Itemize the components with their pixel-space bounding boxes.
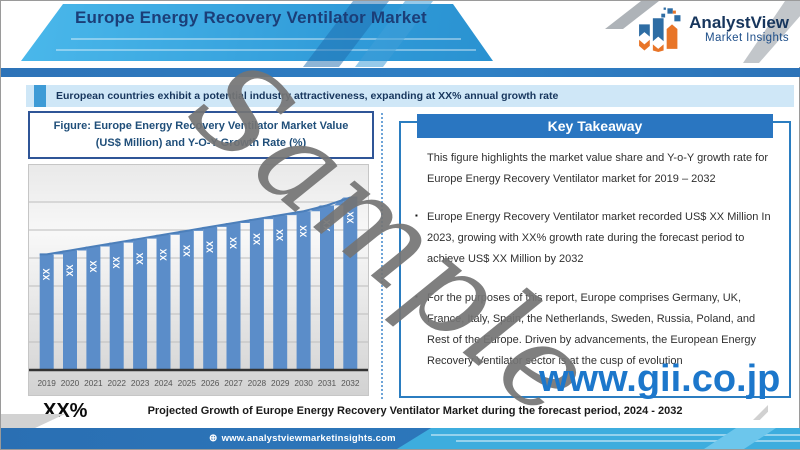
svg-text:XX: XX	[182, 245, 192, 257]
globe-icon: ⊕	[209, 433, 218, 444]
svg-text:2019: 2019	[37, 378, 56, 388]
panel-divider	[381, 113, 383, 399]
figure-title: Figure: Europe Energy Recovery Ventilato…	[53, 119, 349, 149]
svg-text:XX: XX	[345, 212, 355, 224]
key-takeaway-text: Europe Energy Recovery Ventilator market…	[427, 211, 771, 266]
headline-banner: European countries exhibit a potential i…	[26, 85, 794, 107]
header-streak	[56, 49, 476, 51]
headline-text: European countries exhibit a potential i…	[56, 90, 559, 102]
svg-text:2022: 2022	[108, 378, 127, 388]
gii-watermark[interactable]: www.gii.co.jp	[539, 358, 781, 400]
banner-accent-square	[34, 85, 46, 107]
key-takeaway-text: This figure highlights the market value …	[427, 152, 768, 186]
svg-text:XX: XX	[42, 268, 52, 280]
svg-text:2032: 2032	[341, 378, 360, 388]
header-divider	[1, 68, 800, 77]
svg-text:XX: XX	[322, 219, 332, 231]
footer-website[interactable]: www.analystviewmarketinsights.com	[221, 433, 396, 444]
figure-title-box: Figure: Europe Energy Recovery Ventilato…	[28, 111, 374, 159]
key-takeaway-item: ▪ Europe Energy Recovery Ventilator mark…	[415, 207, 775, 270]
svg-text:2025: 2025	[178, 378, 197, 388]
figure-caption: Projected Growth of Europe Energy Recove…	[147, 405, 683, 417]
svg-text:2028: 2028	[248, 378, 267, 388]
svg-text:XX: XX	[252, 233, 262, 245]
bullet-icon: ▪	[415, 211, 418, 221]
svg-text:2024: 2024	[154, 378, 173, 388]
svg-text:2026: 2026	[201, 378, 220, 388]
svg-text:XX: XX	[135, 253, 145, 265]
svg-text:2029: 2029	[271, 378, 290, 388]
footer-stripe	[456, 440, 800, 442]
svg-text:XX: XX	[158, 249, 168, 261]
svg-text:2031: 2031	[318, 378, 337, 388]
svg-text:XX: XX	[65, 264, 75, 276]
svg-text:XX: XX	[299, 225, 309, 237]
svg-text:2023: 2023	[131, 378, 150, 388]
logo-name: AnalystView	[689, 13, 789, 33]
footer-left-band	[1, 428, 431, 449]
key-takeaway-item: This figure highlights the market value …	[415, 148, 775, 190]
logo: AnalystView Market Insights	[636, 6, 789, 52]
svg-text:XX: XX	[88, 261, 98, 273]
key-takeaway-text: For the purposes of this report, Europe …	[427, 291, 756, 367]
bullet-icon: ▪	[415, 291, 418, 301]
key-takeaway-header: Key Takeaway	[417, 114, 773, 138]
analystview-logo-icon	[639, 7, 681, 52]
header: Europe Energy Recovery Ventilator Market…	[1, 1, 800, 67]
svg-text:2020: 2020	[61, 378, 80, 388]
footer: ⊕ www.analystviewmarketinsights.com	[1, 428, 800, 449]
footer-website-row: ⊕ www.analystviewmarketinsights.com	[209, 428, 396, 449]
bullet-icon	[415, 148, 427, 190]
svg-text:2021: 2021	[84, 378, 103, 388]
logo-text: AnalystView Market Insights	[689, 14, 789, 44]
key-takeaway-panel: Key Takeaway This figure highlights the …	[399, 114, 791, 398]
svg-text:XX: XX	[112, 257, 122, 269]
svg-text:XX: XX	[275, 229, 285, 241]
figure-panel: Figure: Europe Energy Recovery Ventilato…	[28, 111, 374, 396]
market-chart: XX XX XX XX XX XX XX XX XX XX XX XX XX XX 2019 2020 2021…	[28, 164, 369, 396]
svg-text:2027: 2027	[224, 378, 243, 388]
key-takeaway-item: ▪ For the purposes of this report, Europ…	[415, 288, 775, 372]
header-streak	[71, 38, 461, 40]
svg-text:XX: XX	[229, 237, 239, 249]
page-title: Europe Energy Recovery Ventilator Market	[75, 8, 427, 27]
footer-stripe	[431, 434, 800, 436]
svg-text:2030: 2030	[294, 378, 313, 388]
svg-text:XX: XX	[205, 241, 215, 253]
logo-tagline: Market Insights	[705, 31, 789, 44]
decor-corner-mark	[753, 405, 768, 420]
